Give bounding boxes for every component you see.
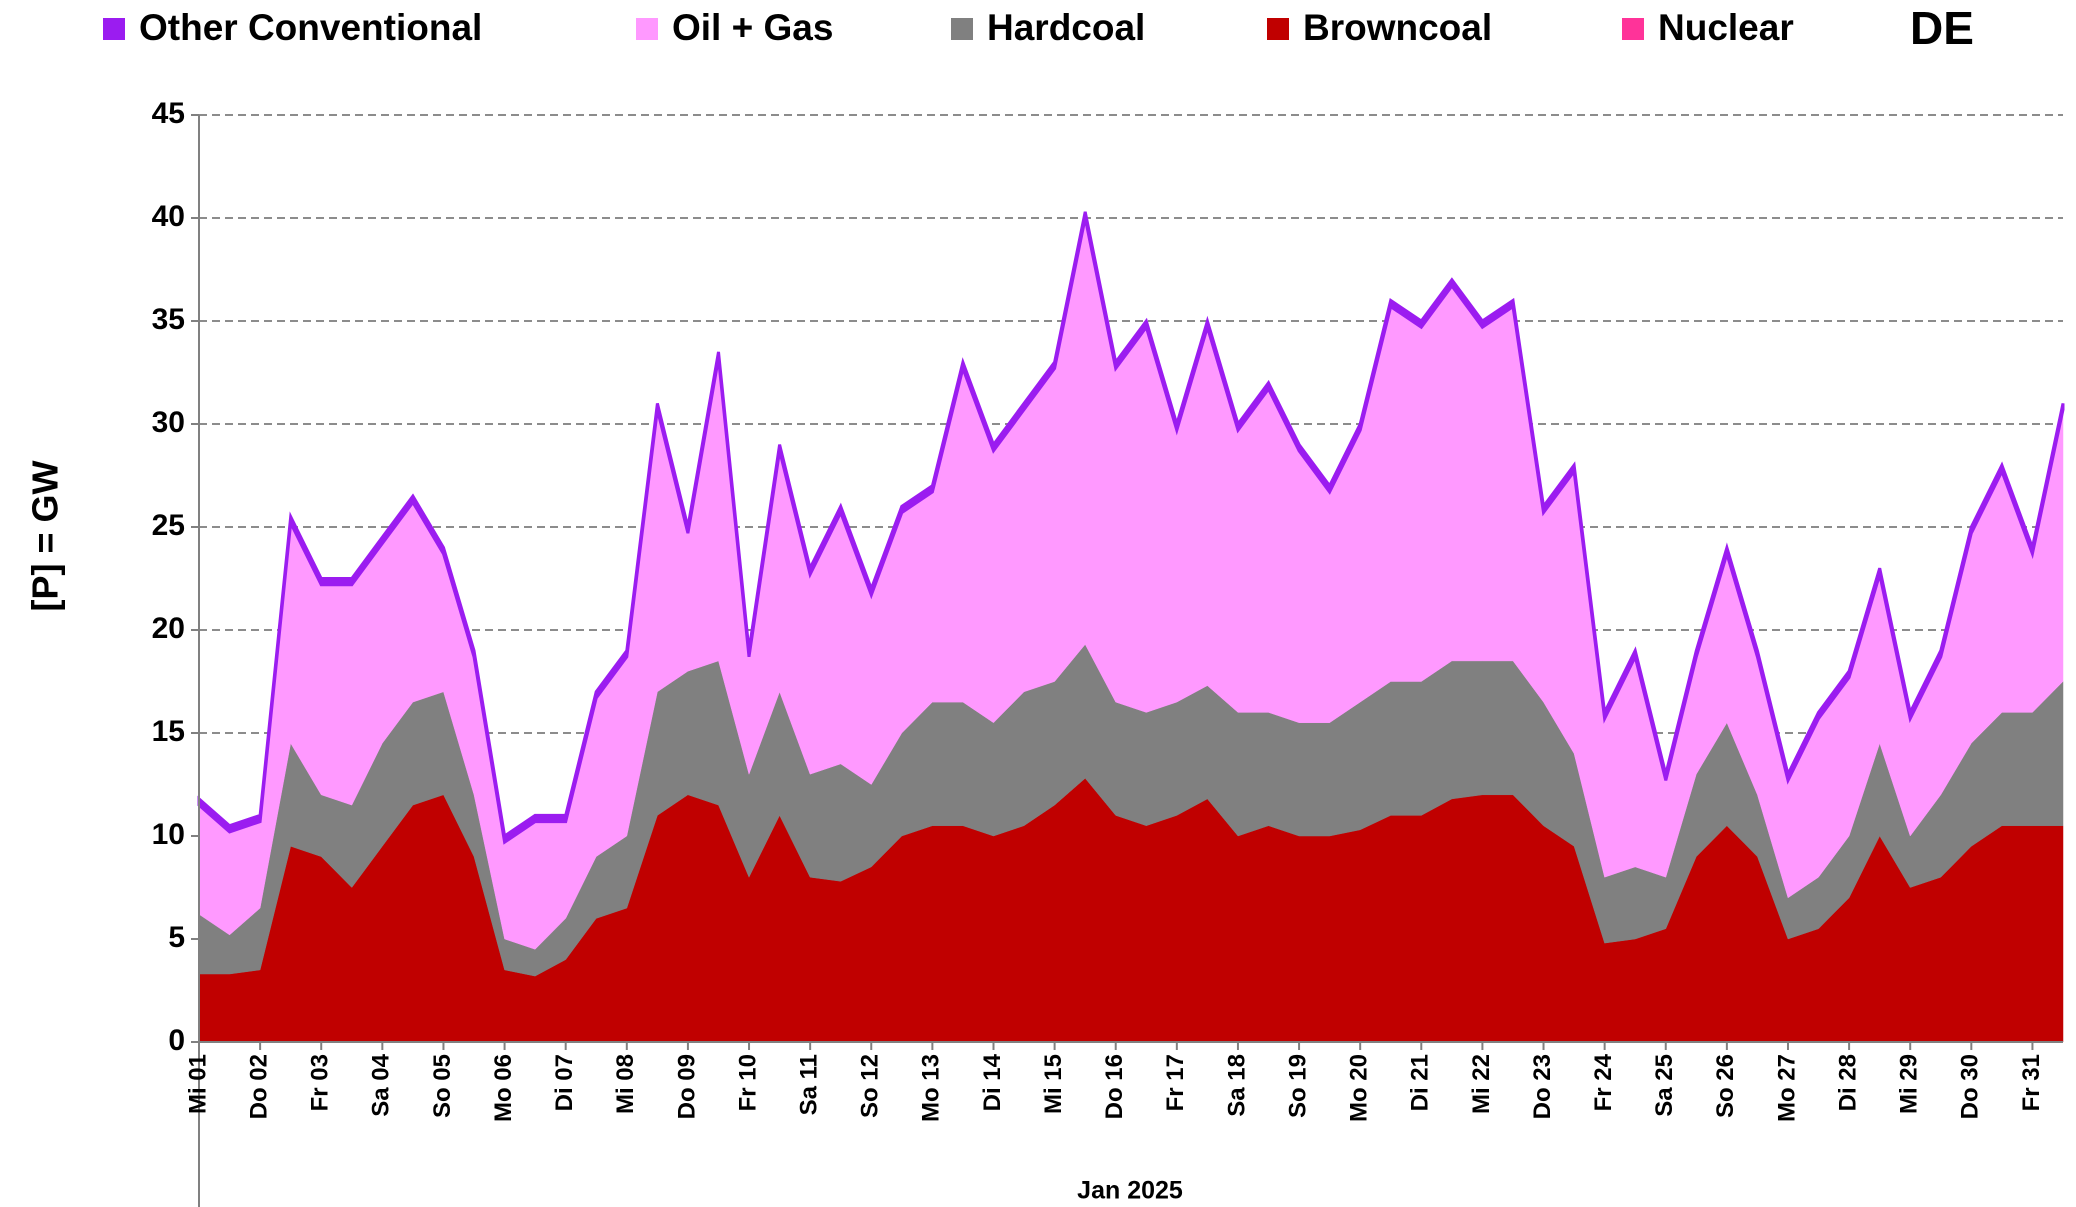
legend-swatch [951, 18, 973, 40]
x-tick-label: So 26 [1712, 1054, 1739, 1118]
y-tick-label: 20 [152, 612, 185, 645]
y-axis-label: [P] = GW [25, 460, 66, 611]
x-tick-label: Do 02 [245, 1054, 272, 1119]
y-tick-label: 45 [152, 97, 185, 130]
y-tick-label: 10 [152, 818, 185, 851]
y-tick-label: 15 [152, 715, 185, 748]
x-tick-label: Sa 11 [795, 1054, 822, 1115]
area [197, 211, 2065, 845]
x-tick-label: Mi 29 [1896, 1054, 1923, 1114]
x-tick-label: So 05 [429, 1054, 456, 1118]
x-tick-label: Di 21 [1407, 1054, 1434, 1111]
x-tick-label: Do 09 [673, 1054, 700, 1119]
legend-swatch [1267, 18, 1289, 40]
x-tick-label: Di 07 [551, 1054, 578, 1111]
legend-label: Browncoal [1303, 7, 1492, 48]
y-tick-label: 35 [152, 303, 185, 336]
legend-label: Hardcoal [987, 7, 1145, 48]
x-tick-label: Di 14 [979, 1053, 1006, 1111]
legend-label: Oil + Gas [672, 7, 833, 48]
x-tick-label: Mi 08 [612, 1054, 639, 1114]
legend-swatch [636, 18, 658, 40]
y-tick-label: 25 [152, 509, 185, 542]
x-tick-label: Do 30 [1957, 1054, 1984, 1119]
x-tick-label: Mo 20 [1346, 1054, 1373, 1122]
x-tick-label: Fr 24 [1590, 1053, 1617, 1111]
x-tick-label: Mo 27 [1773, 1054, 1800, 1122]
legend-label: Nuclear [1658, 7, 1794, 48]
y-tick-label: 0 [168, 1024, 185, 1057]
x-tick-label: Fr 03 [307, 1054, 334, 1111]
x-axis-label: Jan 2025 [1077, 1177, 1183, 1205]
x-tick-label: Mo 06 [490, 1054, 517, 1122]
y-tick-label: 40 [152, 200, 185, 233]
x-tick-label: Di 28 [1834, 1054, 1861, 1111]
x-tick-label: Sa 25 [1651, 1054, 1678, 1117]
legend-label: Other Conventional [139, 7, 482, 48]
x-tick-label: So 19 [1284, 1054, 1311, 1118]
y-tick-label: 30 [152, 406, 185, 439]
legend-swatch [1622, 18, 1644, 40]
annotation: DE [1910, 2, 1974, 54]
x-tick-label: Do 16 [1101, 1054, 1128, 1119]
x-tick-label: Do 23 [1529, 1054, 1556, 1119]
x-tick-label: Mi 01 [184, 1054, 211, 1114]
y-tick-label: 5 [168, 921, 185, 954]
legend-swatch [103, 18, 125, 40]
x-tick-label: Mi 15 [1040, 1054, 1067, 1114]
x-tick-label: Mi 22 [1468, 1054, 1495, 1114]
x-tick-label: Sa 04 [368, 1053, 395, 1116]
x-tick-label: Fr 31 [2018, 1054, 2045, 1111]
x-tick-label: Sa 18 [1223, 1054, 1250, 1117]
x-tick-label: Fr 10 [734, 1054, 761, 1111]
x-tick-label: Mo 13 [918, 1054, 945, 1122]
x-tick-label: So 12 [857, 1054, 884, 1118]
x-tick-label: Fr 17 [1162, 1054, 1189, 1111]
